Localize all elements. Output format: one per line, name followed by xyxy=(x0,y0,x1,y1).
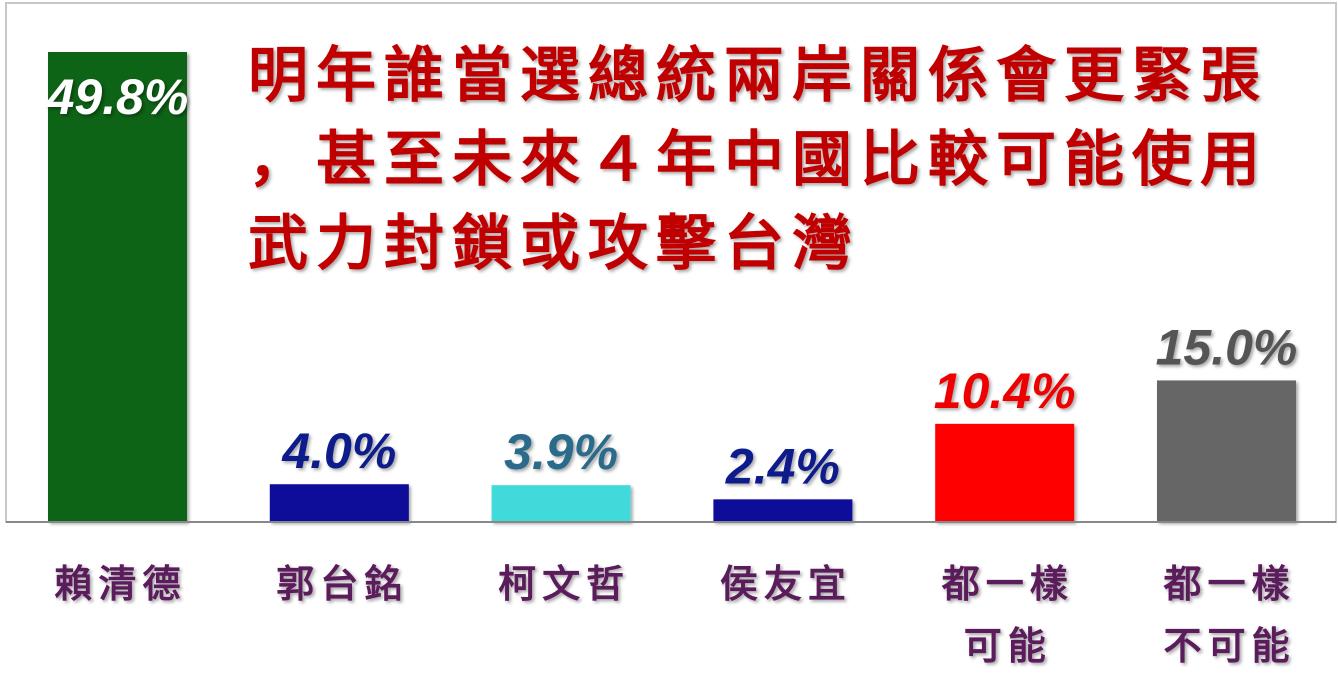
category-label-5-line-2: 可能 xyxy=(964,624,1052,668)
data-label-2: 4.0% xyxy=(281,423,396,479)
bar-2 xyxy=(269,484,409,522)
category-label-3: 柯文哲 xyxy=(498,562,630,606)
data-label-4: 2.4% xyxy=(725,438,840,494)
data-label-3: 3.9% xyxy=(504,424,618,480)
category-label-1: 賴清德 xyxy=(54,562,186,606)
bar-5 xyxy=(935,423,1075,522)
bar-6 xyxy=(1157,380,1296,522)
title-line-1: 明年誰當選總統兩岸關係會更緊張 xyxy=(248,41,1268,111)
category-label-6-line-2: 不可能 xyxy=(1163,624,1295,668)
bar-3 xyxy=(491,485,631,522)
title-line-2: ，甚至未來４年中國比較可能使用 xyxy=(248,125,1268,195)
data-label-6: 15.0% xyxy=(1156,319,1298,375)
data-label-5: 10.4% xyxy=(934,363,1076,419)
chart-title: 明年誰當選總統兩岸關係會更緊張 ，甚至未來４年中國比較可能使用 武力封鎖或攻擊台… xyxy=(248,41,1268,279)
category-label-6: 都一樣 xyxy=(1162,562,1295,606)
category-label-5: 都一樣 xyxy=(941,562,1074,606)
bar-1 xyxy=(48,52,187,522)
title-line-3: 武力封鎖或攻擊台灣 xyxy=(248,209,860,279)
bar-4 xyxy=(713,499,853,522)
category-label-4: 侯友宜 xyxy=(720,562,852,606)
category-label-2: 郭台銘 xyxy=(276,562,408,606)
plot-frame xyxy=(5,2,1337,523)
data-label-1: 49.8% xyxy=(46,69,189,125)
